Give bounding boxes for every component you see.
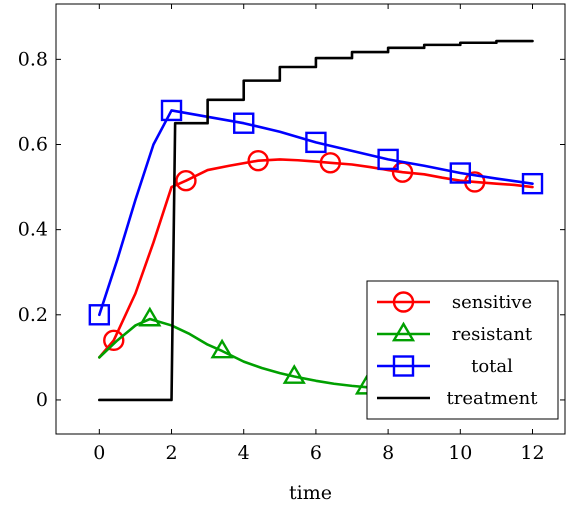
total-marker bbox=[88, 304, 111, 326]
y-tick-label: 0.8 bbox=[18, 48, 48, 70]
sensitive-line bbox=[98, 158, 534, 359]
ticks-layer: 0 2 4 6 8 10 12 0 0.2 0.4 0.6 0.8 bbox=[18, 4, 565, 464]
y-tick-label: 0 bbox=[36, 389, 48, 411]
x-tick-label: 8 bbox=[382, 442, 394, 464]
treatment-line bbox=[98, 39, 534, 402]
resistant-line bbox=[98, 317, 390, 391]
resistant-marker bbox=[282, 364, 306, 384]
sensitive-marker bbox=[175, 169, 197, 192]
legend-label-total: total bbox=[471, 356, 513, 377]
x-tick-label: 12 bbox=[520, 442, 544, 464]
x-tick-label: 0 bbox=[93, 442, 105, 464]
x-tick-label: 2 bbox=[165, 442, 177, 464]
total-marker bbox=[305, 131, 327, 154]
legend-label-treatment: treatment bbox=[446, 388, 538, 409]
total-marker bbox=[160, 99, 183, 122]
resistant-marker bbox=[138, 306, 162, 327]
x-tick-label: 10 bbox=[448, 442, 472, 464]
sensitive-marker bbox=[103, 329, 125, 352]
x-tick-label: 6 bbox=[310, 442, 322, 464]
y-tick-label: 0.2 bbox=[18, 304, 48, 326]
total-line bbox=[98, 109, 534, 317]
legend-marker-resistant bbox=[391, 321, 416, 342]
total-marker bbox=[377, 148, 399, 171]
x-tick-label: 4 bbox=[238, 442, 250, 464]
y-tick-label: 0.4 bbox=[18, 219, 48, 241]
legend-label-resistant: resistant bbox=[452, 324, 533, 345]
legend-box bbox=[366, 280, 559, 420]
legend: sensitive resistant total treatment bbox=[366, 280, 559, 420]
x-axis-label: time bbox=[289, 482, 332, 504]
series-layer bbox=[88, 39, 544, 402]
total-marker bbox=[233, 112, 255, 134]
legend-marker-sensitive bbox=[392, 291, 415, 313]
legend-marker-total bbox=[392, 355, 415, 377]
y-tick-label: 0.6 bbox=[18, 133, 48, 155]
resistant-marker bbox=[210, 338, 234, 359]
sensitive-marker bbox=[247, 149, 269, 172]
sensitive-marker bbox=[319, 152, 342, 174]
total-marker bbox=[521, 172, 544, 195]
series-treatment bbox=[98, 39, 534, 402]
series-total bbox=[88, 99, 544, 326]
legend-label-sensitive: sensitive bbox=[452, 292, 532, 313]
total-marker bbox=[449, 162, 472, 184]
series-resistant bbox=[98, 306, 390, 395]
